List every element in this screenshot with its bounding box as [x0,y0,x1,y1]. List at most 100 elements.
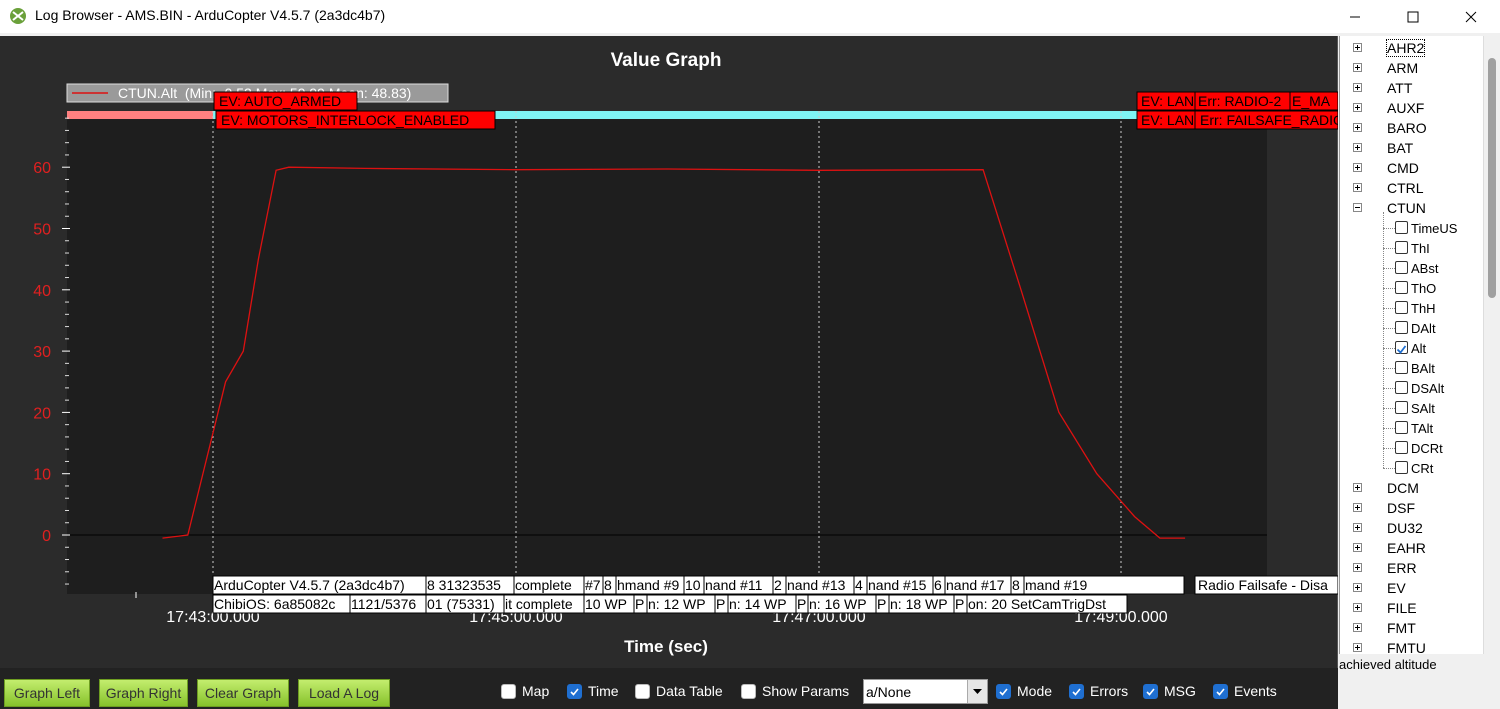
field-checkbox[interactable] [1395,461,1408,474]
tree-field-dcrt[interactable]: DCRt [1340,438,1483,458]
field-checkbox[interactable] [1395,281,1408,294]
tree-node-eahr[interactable]: EAHR [1340,538,1483,558]
expand-icon[interactable] [1353,63,1362,72]
field-checkbox[interactable] [1395,361,1408,374]
time-checkbox[interactable]: Time [567,683,619,699]
checkbox-box[interactable] [635,683,650,699]
checkbox-box[interactable] [567,683,582,699]
expand-icon[interactable] [1353,103,1362,112]
chevron-down-icon [973,688,982,694]
tree-field-thi[interactable]: ThI [1340,238,1483,258]
field-checkbox[interactable] [1395,301,1408,314]
tree-node-dsf[interactable]: DSF [1340,498,1483,518]
tree-node-dcm[interactable]: DCM [1340,478,1483,498]
plot-area[interactable] [67,117,1267,594]
expand-icon[interactable] [1353,183,1362,192]
tree-field-salt[interactable]: SAlt [1340,398,1483,418]
expand-icon[interactable] [1353,123,1362,132]
checkbox-box[interactable] [1213,683,1228,699]
tree-node-fmt[interactable]: FMT [1340,618,1483,638]
graph-right-button[interactable]: Graph Right [99,679,188,707]
clear-graph-button[interactable]: Clear Graph [197,679,289,707]
show-params-checkbox[interactable]: Show Params [741,683,849,699]
tree-field-abst[interactable]: ABst [1340,258,1483,278]
field-checkbox[interactable] [1395,381,1408,394]
checkbox-box[interactable] [1143,683,1158,699]
tree-node-bat[interactable]: BAT [1340,138,1483,158]
graph-panel[interactable]: Value Graph Time (sec) 60 50 40 30 20 10 0 17:… [0,36,1338,668]
message-label: P [716,596,725,612]
tree-node-ahr2[interactable]: AHR2 [1340,38,1483,58]
close-button[interactable] [1442,0,1500,33]
field-checkbox[interactable] [1395,441,1408,454]
message-tree[interactable]: AHR2 ARM ATT AUXF BARO BAT CMD CTRL CTUN TimeUS Th… [1339,36,1500,654]
load-log-button[interactable]: Load A Log [298,679,390,707]
checkbox-box[interactable] [741,683,756,699]
field-checkbox[interactable] [1395,421,1408,434]
msg-checkbox[interactable]: MSG [1143,683,1196,699]
tree-field-dsalt[interactable]: DSAlt [1340,378,1483,398]
checkbox-box[interactable] [501,683,516,699]
tree-node-fmtu[interactable]: FMTU [1340,638,1483,654]
tree-field-dalt[interactable]: DAlt [1340,318,1483,338]
tree-field-tho[interactable]: ThO [1340,278,1483,298]
tree-field-balt[interactable]: BAlt [1340,358,1483,378]
expand-icon[interactable] [1353,43,1362,52]
y-tick-label: 50 [33,222,51,239]
tree-field-talt[interactable]: TAlt [1340,418,1483,438]
tree-connector [1383,288,1395,289]
field-checkbox[interactable] [1395,321,1408,334]
field-checkbox[interactable] [1395,221,1408,234]
mode-select[interactable]: a/None [863,679,988,704]
checkbox-box[interactable] [996,683,1011,699]
tree-field-label: ThI [1411,241,1430,256]
tree-field-crt[interactable]: CRt [1340,458,1483,478]
tree-node-auxf[interactable]: AUXF [1340,98,1483,118]
scrollbar-thumb[interactable] [1488,58,1496,298]
events-checkbox[interactable]: Events [1213,683,1277,699]
tree-node-ctrl[interactable]: CTRL [1340,178,1483,198]
tree-node-ev[interactable]: EV [1340,578,1483,598]
tree-node-att[interactable]: ATT [1340,78,1483,98]
expand-icon[interactable] [1353,603,1362,612]
mode-checkbox[interactable]: Mode [996,683,1052,699]
tree-node-err[interactable]: ERR [1340,558,1483,578]
expand-icon[interactable] [1353,483,1362,492]
data-table-checkbox[interactable]: Data Table [635,683,723,699]
expand-icon[interactable] [1353,503,1362,512]
errors-checkbox[interactable]: Errors [1069,683,1128,699]
tree-field-thh[interactable]: ThH [1340,298,1483,318]
field-checkbox[interactable] [1395,241,1408,254]
tree-node-baro[interactable]: BARO [1340,118,1483,138]
graph-left-button[interactable]: Graph Left [4,679,90,707]
tree-node-ctun[interactable]: CTUN [1340,198,1483,218]
map-checkbox[interactable]: Map [501,683,549,699]
field-checkbox[interactable] [1395,341,1408,354]
message-label: 2 [774,577,782,593]
tree-field-timeus[interactable]: TimeUS [1340,218,1483,238]
field-checkbox[interactable] [1395,401,1408,414]
dropdown-button[interactable] [967,680,987,703]
expand-icon[interactable] [1353,563,1362,572]
minimize-button[interactable] [1326,0,1384,33]
tree-field-alt[interactable]: Alt [1340,338,1483,358]
checkbox-box[interactable] [1069,683,1084,699]
expand-icon[interactable] [1353,523,1362,532]
tree-node-arm[interactable]: ARM [1340,58,1483,78]
maximize-button[interactable] [1384,0,1442,33]
expand-icon[interactable] [1353,83,1362,92]
tree-node-du32[interactable]: DU32 [1340,518,1483,538]
tree-node-file[interactable]: FILE [1340,598,1483,618]
expand-icon[interactable] [1353,163,1362,172]
field-checkbox[interactable] [1395,261,1408,274]
expand-icon[interactable] [1353,143,1362,152]
tree-node-cmd[interactable]: CMD [1340,158,1483,178]
expand-icon[interactable] [1353,623,1362,632]
expand-icon[interactable] [1353,543,1362,552]
expand-icon[interactable] [1353,583,1362,592]
collapse-icon[interactable] [1353,203,1362,212]
expand-icon[interactable] [1353,643,1362,652]
mode-select-value: a/None [866,684,912,700]
tree-scrollbar[interactable] [1483,36,1500,654]
